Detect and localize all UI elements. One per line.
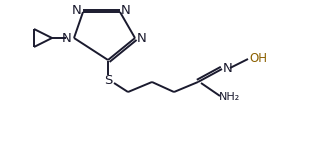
Text: NH₂: NH₂ xyxy=(218,92,239,102)
Text: N: N xyxy=(223,62,233,75)
Text: N: N xyxy=(62,31,72,45)
Text: N: N xyxy=(137,31,147,45)
Text: N: N xyxy=(121,5,131,17)
Text: N: N xyxy=(72,5,82,17)
Text: OH: OH xyxy=(249,51,267,64)
Text: S: S xyxy=(104,74,112,88)
